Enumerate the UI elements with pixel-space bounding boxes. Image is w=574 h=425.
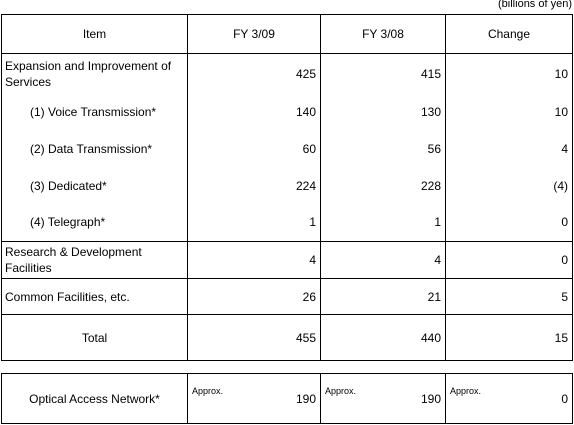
row-label: (2) Data Transmission* bbox=[1, 129, 188, 168]
cell-fy08: 4 bbox=[320, 241, 446, 279]
cell-fy09: 60 bbox=[187, 129, 321, 168]
cell-fy09: 4 bbox=[187, 241, 321, 279]
cell-change: (4) bbox=[445, 167, 573, 204]
row-label: Common Facilities, etc. bbox=[1, 278, 188, 315]
table-row: Common Facilities, etc. 26 21 5 bbox=[1, 278, 573, 315]
table-row: (1) Voice Transmission* 140 130 10 bbox=[1, 93, 573, 130]
cell-fy09: 1 bbox=[187, 203, 321, 242]
optical-access-table: Optical Access Network* Approx. 190 Appr… bbox=[1, 373, 573, 424]
cell-fy08: 130 bbox=[320, 93, 446, 130]
access-row: Optical Access Network* Approx. 190 Appr… bbox=[1, 373, 573, 424]
access-change: 0 bbox=[561, 391, 568, 406]
total-change: 15 bbox=[445, 314, 573, 361]
cell-fy08: 228 bbox=[320, 167, 446, 204]
header-row: Item FY 3/09 FY 3/08 Change bbox=[1, 14, 573, 54]
total-label: Total bbox=[1, 314, 188, 361]
cell-fy08: 56 bbox=[320, 129, 446, 168]
access-label: Optical Access Network* bbox=[1, 373, 188, 424]
row-label: (3) Dedicated* bbox=[1, 167, 188, 204]
cell-fy08: 1 bbox=[320, 203, 446, 242]
header-fy08: FY 3/08 bbox=[320, 14, 446, 54]
header-change: Change bbox=[445, 14, 573, 54]
cell-change: 0 bbox=[445, 241, 573, 279]
table-row: Research & Development Facilities 4 4 0 bbox=[1, 241, 573, 279]
table-row: Expansion and Improvement of Services 42… bbox=[1, 53, 573, 94]
cell-fy09: 140 bbox=[187, 93, 321, 130]
cell-change: 10 bbox=[445, 93, 573, 130]
row-label: (4) Telegraph* bbox=[1, 203, 188, 242]
cell-change: 5 bbox=[445, 278, 573, 315]
table-row: (3) Dedicated* 224 228 (4) bbox=[1, 167, 573, 204]
total-fy09: 455 bbox=[187, 314, 321, 361]
cell-fy09: 425 bbox=[187, 53, 321, 94]
access-change-cell: Approx. 0 bbox=[445, 373, 573, 424]
cell-fy09: 224 bbox=[187, 167, 321, 204]
header-item: Item bbox=[1, 14, 188, 54]
table-row: (4) Telegraph* 1 1 0 bbox=[1, 203, 573, 242]
row-label: Research & Development Facilities bbox=[1, 241, 188, 279]
approx-label: Approx. bbox=[450, 385, 482, 396]
access-fy08: 190 bbox=[420, 391, 441, 406]
total-fy08: 440 bbox=[320, 314, 446, 361]
access-fy08-cell: Approx. 190 bbox=[320, 373, 446, 424]
capex-table: Item FY 3/09 FY 3/08 Change Expansion an… bbox=[1, 14, 573, 361]
approx-label: Approx. bbox=[192, 385, 224, 396]
header-fy09: FY 3/09 bbox=[187, 14, 321, 54]
approx-label: Approx. bbox=[325, 385, 357, 396]
cell-fy08: 21 bbox=[320, 278, 446, 315]
row-label: (1) Voice Transmission* bbox=[1, 93, 188, 130]
total-row: Total 455 440 15 bbox=[1, 314, 573, 361]
access-fy09: 190 bbox=[295, 391, 316, 406]
table-row: (2) Data Transmission* 60 56 4 bbox=[1, 129, 573, 168]
cell-change: 4 bbox=[445, 129, 573, 168]
cell-fy09: 26 bbox=[187, 278, 321, 315]
access-fy09-cell: Approx. 190 bbox=[187, 373, 321, 424]
cell-change: 0 bbox=[445, 203, 573, 242]
cell-change: 10 bbox=[445, 53, 573, 94]
cell-fy08: 415 bbox=[320, 53, 446, 94]
row-label: Expansion and Improvement of Services bbox=[1, 53, 188, 94]
unit-note: (billions of yen) bbox=[498, 0, 572, 10]
